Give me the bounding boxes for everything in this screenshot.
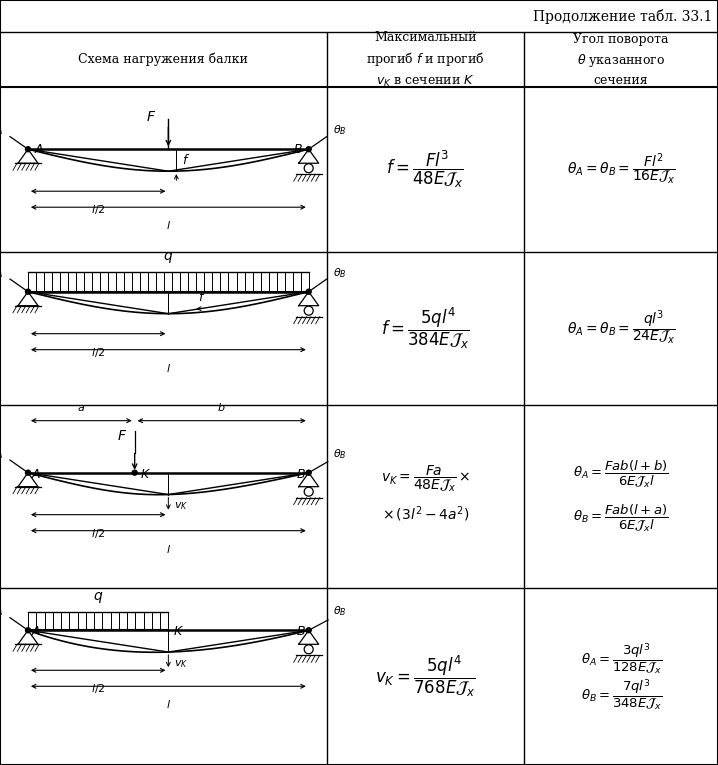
Text: $\theta_A = \theta_B = \dfrac{ql^3}{24E\mathcal{J}_x}$: $\theta_A = \theta_B = \dfrac{ql^3}{24E\…	[567, 309, 676, 347]
Text: $f = \dfrac{5ql^4}{384E\mathcal{J}_x}$: $f = \dfrac{5ql^4}{384E\mathcal{J}_x}$	[381, 305, 470, 351]
Text: $K$: $K$	[173, 625, 185, 638]
Text: $B$: $B$	[293, 143, 303, 156]
Text: $\times\,(3l^2 - 4a^2)$: $\times\,(3l^2 - 4a^2)$	[382, 505, 469, 524]
Text: $a$: $a$	[78, 402, 85, 412]
Text: $\theta_B$: $\theta_B$	[332, 604, 346, 618]
Circle shape	[26, 628, 30, 633]
Polygon shape	[18, 149, 38, 163]
Circle shape	[306, 289, 311, 295]
Circle shape	[306, 470, 311, 475]
Text: $\theta_B$: $\theta_B$	[332, 266, 346, 280]
Circle shape	[26, 289, 30, 295]
Text: $l/2$: $l/2$	[91, 682, 106, 695]
Text: $\theta_B = \dfrac{Fab(l+a)}{6E\mathcal{J}_x l}$: $\theta_B = \dfrac{Fab(l+a)}{6E\mathcal{…	[573, 503, 669, 534]
Text: $v_K = \dfrac{5ql^4}{768E\mathcal{J}_x}$: $v_K = \dfrac{5ql^4}{768E\mathcal{J}_x}$	[375, 654, 476, 699]
Text: $F$: $F$	[146, 110, 157, 124]
Text: Максимальный
прогиб $f$ и прогиб
$v_K$ в сечении $K$: Максимальный прогиб $f$ и прогиб $v_K$ в…	[366, 31, 485, 89]
Text: $\theta_B = \dfrac{7ql^3}{348E\mathcal{J}_x}$: $\theta_B = \dfrac{7ql^3}{348E\mathcal{J…	[581, 677, 661, 712]
Text: $B$: $B$	[296, 625, 306, 638]
Circle shape	[26, 470, 30, 475]
Text: $f$: $f$	[198, 290, 206, 304]
Text: $v_K = \dfrac{Fa}{48E\mathcal{J}_x} \times$: $v_K = \dfrac{Fa}{48E\mathcal{J}_x} \tim…	[381, 463, 470, 494]
Circle shape	[306, 147, 311, 151]
Text: $q$: $q$	[163, 249, 174, 265]
Text: $l/2$: $l/2$	[91, 526, 106, 539]
Text: $l$: $l$	[166, 542, 171, 555]
Text: $\theta_A$: $\theta_A$	[0, 123, 4, 137]
Polygon shape	[299, 473, 319, 487]
Text: $A$: $A$	[34, 143, 45, 156]
Text: $f$: $f$	[182, 153, 190, 168]
Polygon shape	[18, 291, 38, 306]
Text: $q$: $q$	[93, 591, 103, 605]
Text: $\theta_A$: $\theta_A$	[0, 604, 4, 618]
Text: $F$: $F$	[116, 428, 126, 443]
Polygon shape	[299, 149, 319, 163]
Polygon shape	[18, 630, 38, 644]
Text: $\theta_B$: $\theta_B$	[332, 447, 346, 461]
Text: $\theta_A$: $\theta_A$	[0, 266, 4, 280]
Text: $B$: $B$	[296, 467, 306, 480]
Text: $l/2$: $l/2$	[91, 203, 106, 216]
Text: $v_K$: $v_K$	[174, 658, 189, 670]
Text: $l$: $l$	[166, 698, 171, 710]
Circle shape	[26, 147, 30, 151]
Text: $\theta_A = \dfrac{Fab(l+b)}{6E\mathcal{J}_x l}$: $\theta_A = \dfrac{Fab(l+b)}{6E\mathcal{…	[573, 459, 669, 490]
Text: $K$: $K$	[140, 467, 151, 480]
Text: $\theta_A$: $\theta_A$	[0, 447, 4, 461]
Circle shape	[132, 470, 137, 475]
Text: $v_K$: $v_K$	[174, 500, 189, 513]
Text: $A$: $A$	[31, 625, 42, 638]
Polygon shape	[299, 630, 319, 644]
Text: Угол поворота
$\theta$ указанного
сечения: Угол поворота $\theta$ указанного сечени…	[573, 33, 669, 86]
Text: $A$: $A$	[31, 467, 42, 480]
Text: $b$: $b$	[218, 401, 226, 412]
Text: Схема нагружения балки: Схема нагружения балки	[78, 53, 248, 67]
Text: $l$: $l$	[166, 220, 171, 231]
Text: $f = \dfrac{Fl^3}{48E\mathcal{J}_x}$: $f = \dfrac{Fl^3}{48E\mathcal{J}_x}$	[386, 149, 465, 190]
Text: $l$: $l$	[166, 362, 171, 373]
Text: $l/2$: $l/2$	[91, 346, 106, 359]
Text: $\theta_B$: $\theta_B$	[332, 123, 346, 137]
Polygon shape	[18, 473, 38, 487]
Text: $\theta_A = \dfrac{3ql^3}{128E\mathcal{J}_x}$: $\theta_A = \dfrac{3ql^3}{128E\mathcal{J…	[581, 641, 661, 676]
Polygon shape	[299, 291, 319, 306]
Text: Продолжение табл. 33.1: Продолжение табл. 33.1	[533, 8, 712, 24]
Text: $\theta_A = \theta_B = \dfrac{Fl^2}{16E\mathcal{J}_x}$: $\theta_A = \theta_B = \dfrac{Fl^2}{16E\…	[567, 151, 676, 187]
Circle shape	[306, 628, 311, 633]
